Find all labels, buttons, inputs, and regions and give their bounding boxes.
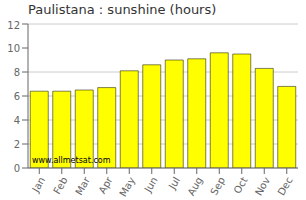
- html-text:www.allmetsat.com: www.allmetsat.com: [32, 156, 111, 165]
- svg-text:Jul: Jul: [166, 175, 182, 192]
- svg-text:Dec: Dec: [275, 175, 294, 197]
- svg-text:Apr: Apr: [96, 174, 115, 195]
- svg-text:4: 4: [14, 115, 20, 126]
- svg-text:8: 8: [14, 67, 20, 78]
- svg-text:12: 12: [7, 20, 20, 31]
- svg-text:Jan: Jan: [29, 175, 47, 195]
- svg-text:10: 10: [7, 43, 20, 54]
- svg-text:Mar: Mar: [73, 174, 92, 197]
- svg-text:Feb: Feb: [51, 175, 69, 196]
- svg-text:Jun: Jun: [142, 175, 160, 195]
- svg-text:Sep: Sep: [208, 175, 227, 197]
- svg-text:Aug: Aug: [185, 175, 204, 197]
- svg-text:Nov: Nov: [253, 175, 272, 197]
- svg-text:Oct: Oct: [231, 175, 249, 196]
- svg-text:May: May: [117, 175, 137, 198]
- svg-text:2: 2: [14, 139, 20, 150]
- svg-text:6: 6: [14, 91, 20, 102]
- html-text:Paulistana : sunshine (hours): Paulistana : sunshine (hours): [28, 2, 217, 17]
- svg-text:0: 0: [14, 163, 20, 174]
